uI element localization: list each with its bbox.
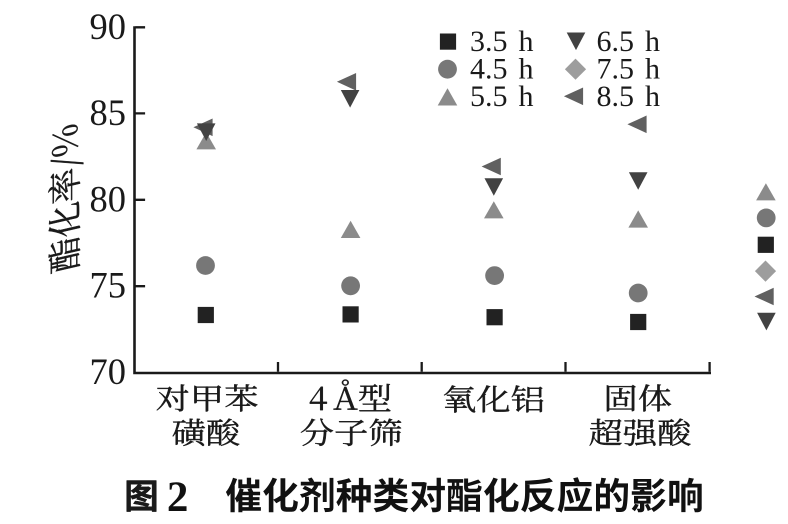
svg-text:8.5 h: 8.5 h <box>597 80 661 113</box>
svg-text:2: 2 <box>167 474 189 519</box>
svg-text:7.5 h: 7.5 h <box>597 52 661 85</box>
svg-text:70: 70 <box>90 351 127 392</box>
svg-text:85: 85 <box>90 92 127 133</box>
svg-text:90: 90 <box>90 6 127 47</box>
svg-text:6.5 h: 6.5 h <box>597 25 661 58</box>
svg-text:80: 80 <box>90 178 127 219</box>
svg-text:5.5 h: 5.5 h <box>470 80 534 113</box>
svg-text:4.5 h: 4.5 h <box>470 52 534 85</box>
svg-text:3.5 h: 3.5 h <box>470 25 534 58</box>
svg-text:75: 75 <box>90 265 127 306</box>
